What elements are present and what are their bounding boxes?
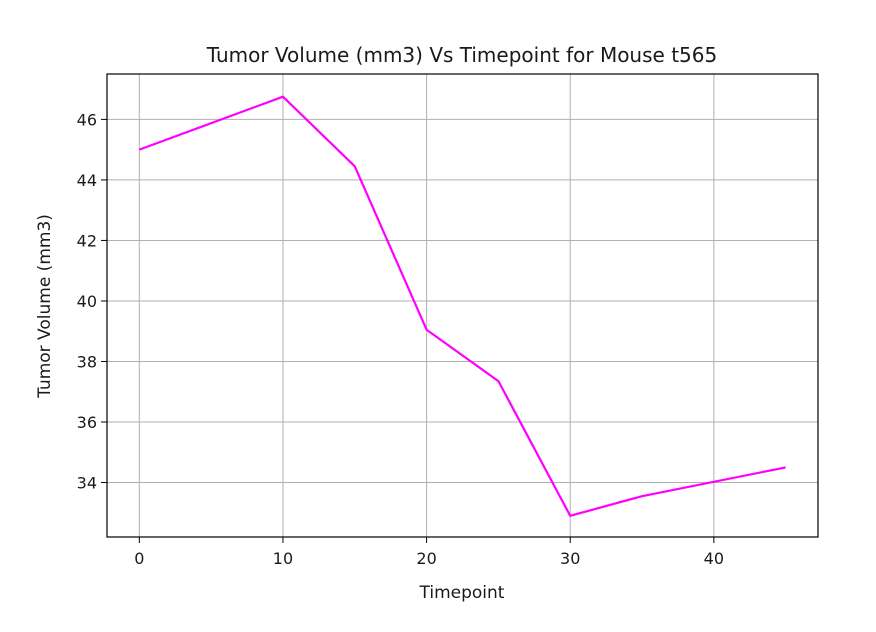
x-tick-label: 30: [560, 549, 580, 568]
x-tick-label: 20: [416, 549, 436, 568]
grid-lines: [107, 74, 818, 537]
y-tick-label: 34: [77, 474, 97, 493]
x-axis-label: Timepoint: [419, 583, 505, 603]
y-tick-label: 40: [77, 292, 97, 311]
y-tick-label: 36: [77, 413, 97, 432]
series-layer: [138, 95, 786, 517]
y-tick-label: 44: [77, 171, 97, 190]
chart-title: Tumor Volume (mm3) Vs Timepoint for Mous…: [206, 43, 717, 67]
axis-ticks: 0 10 20 30 40 34 36 38 40 42 44 46: [77, 110, 724, 568]
x-tick-label: 40: [704, 549, 724, 568]
y-axis-label: Tumor Volume (mm3): [35, 214, 55, 399]
y-tick-label: 42: [77, 231, 97, 250]
x-tick-label: 10: [273, 549, 293, 568]
plot-frame: [106, 73, 819, 538]
y-tick-label: 46: [77, 110, 97, 129]
y-tick-label: 38: [77, 352, 97, 371]
series-line: [138, 95, 786, 517]
x-tick-label: 0: [134, 549, 144, 568]
